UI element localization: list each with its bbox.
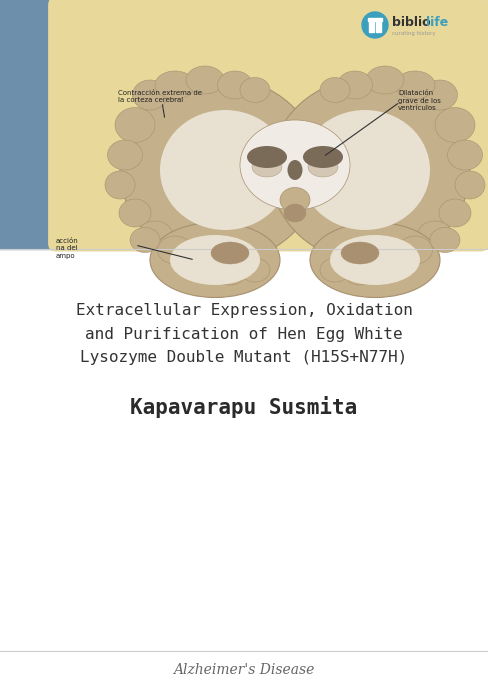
Ellipse shape (435, 108, 475, 143)
Ellipse shape (287, 160, 303, 180)
Ellipse shape (310, 223, 440, 298)
Text: biblio: biblio (392, 15, 430, 29)
Ellipse shape (183, 253, 218, 277)
Ellipse shape (252, 157, 282, 177)
Ellipse shape (303, 146, 343, 168)
Ellipse shape (320, 258, 350, 282)
Ellipse shape (455, 171, 485, 199)
Text: curating history: curating history (392, 31, 435, 36)
Ellipse shape (330, 235, 420, 285)
Text: Alzheimer's Disease: Alzheimer's Disease (173, 663, 315, 677)
Text: life: life (426, 15, 448, 29)
Text: acción
na del
ampo: acción na del ampo (56, 238, 79, 259)
Ellipse shape (150, 223, 280, 298)
Ellipse shape (105, 171, 135, 199)
Ellipse shape (284, 204, 306, 222)
Ellipse shape (308, 157, 338, 177)
Ellipse shape (344, 261, 376, 285)
Ellipse shape (430, 228, 460, 253)
Ellipse shape (133, 80, 167, 110)
Ellipse shape (107, 140, 142, 170)
Bar (0, 0, 56, 248)
Ellipse shape (320, 78, 350, 102)
Ellipse shape (214, 261, 246, 285)
Ellipse shape (280, 188, 310, 213)
Circle shape (362, 12, 388, 38)
Ellipse shape (447, 140, 483, 170)
Text: Kapavarapu Susmita: Kapavarapu Susmita (130, 395, 358, 417)
Ellipse shape (240, 120, 350, 210)
Ellipse shape (395, 71, 435, 99)
Ellipse shape (247, 146, 287, 168)
Ellipse shape (300, 110, 430, 230)
Ellipse shape (211, 242, 249, 264)
Text: Contracción extrema de
la corteza cerebral: Contracción extrema de la corteza cerebr… (118, 90, 202, 104)
Bar (0, 248, 488, 700)
FancyBboxPatch shape (48, 0, 488, 251)
Ellipse shape (240, 258, 270, 282)
Ellipse shape (270, 78, 470, 262)
Ellipse shape (240, 78, 270, 102)
Text: Extracellular Expression, Oxidation
and Purification of Hen Egg White
Lysozyme D: Extracellular Expression, Oxidation and … (76, 304, 412, 365)
Ellipse shape (423, 80, 458, 110)
Ellipse shape (158, 236, 192, 264)
Ellipse shape (439, 199, 471, 227)
Ellipse shape (155, 71, 195, 99)
Text: Dilatación
grave de los
ventrículos: Dilatación grave de los ventrículos (398, 90, 441, 111)
Ellipse shape (372, 253, 407, 277)
Ellipse shape (186, 66, 224, 94)
Ellipse shape (130, 228, 160, 253)
Ellipse shape (170, 235, 260, 285)
Bar (369, 20, 374, 32)
Ellipse shape (218, 71, 252, 99)
Ellipse shape (160, 110, 290, 230)
Ellipse shape (398, 236, 432, 264)
Ellipse shape (138, 221, 172, 249)
Ellipse shape (341, 242, 379, 264)
Ellipse shape (119, 199, 151, 227)
Ellipse shape (366, 66, 404, 94)
Ellipse shape (418, 221, 452, 249)
Bar (368, 18, 382, 21)
Ellipse shape (338, 71, 372, 99)
Bar (376, 20, 381, 32)
Bar (0, 0, 488, 248)
Ellipse shape (115, 108, 155, 143)
Ellipse shape (120, 78, 320, 262)
